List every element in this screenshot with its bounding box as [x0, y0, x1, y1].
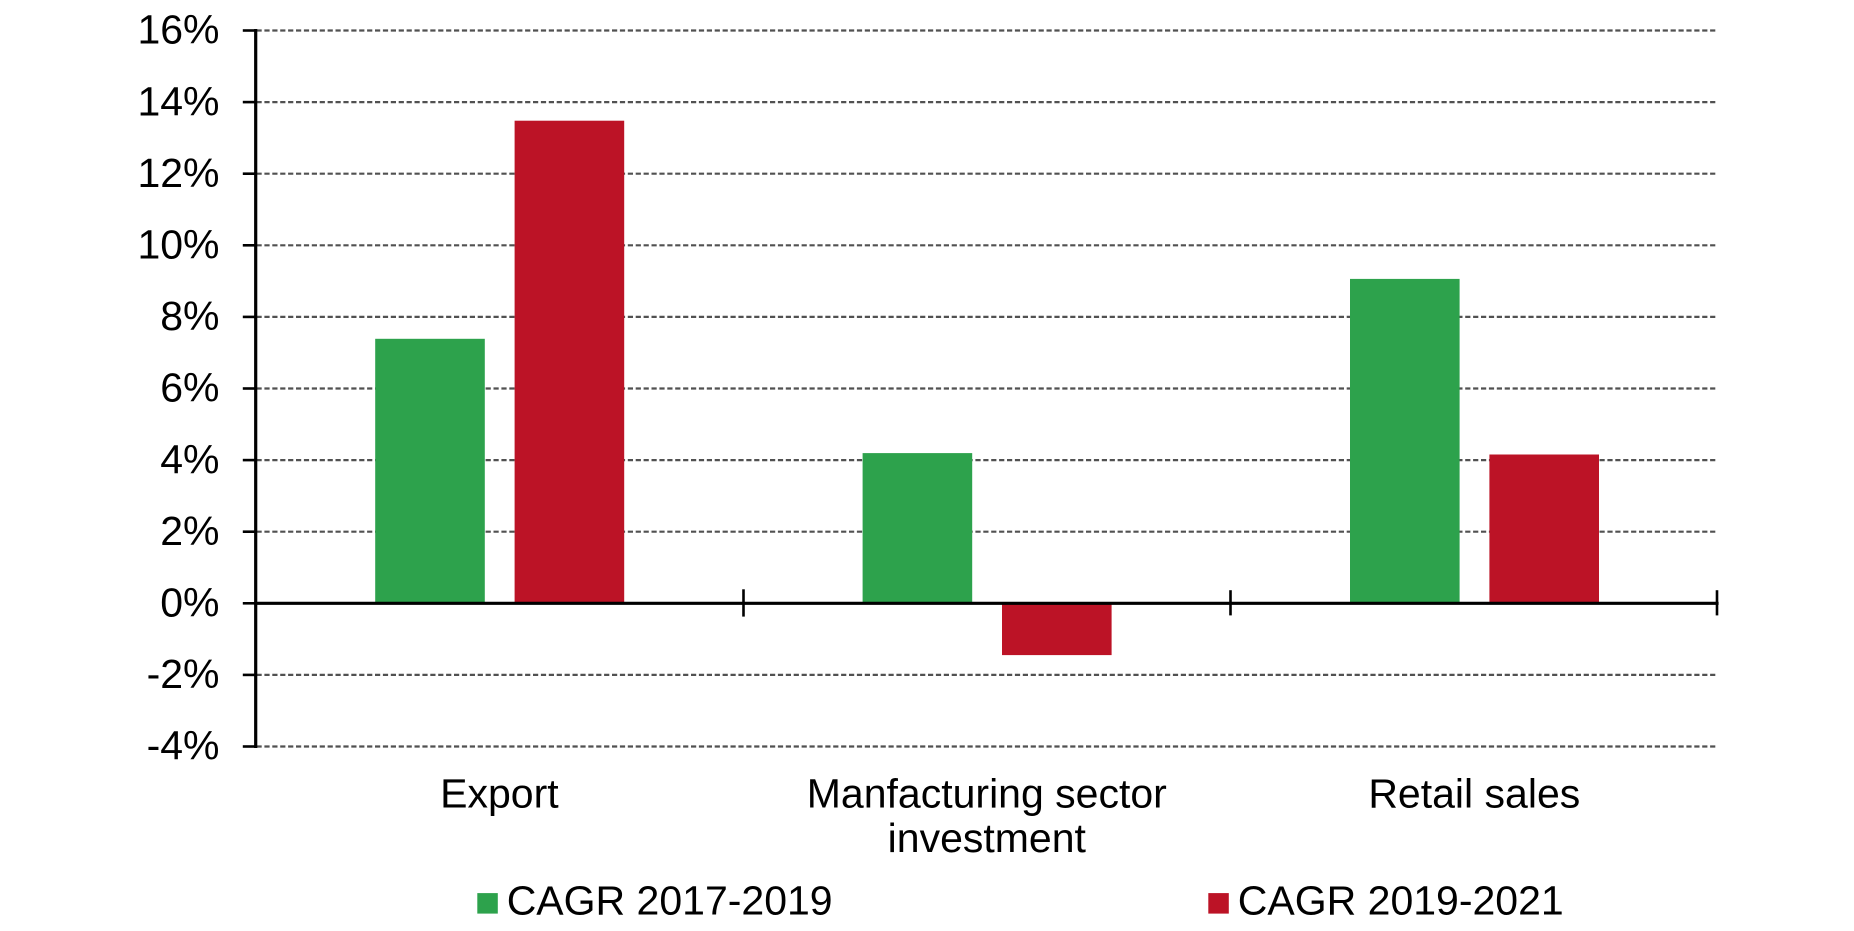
svg-text:investment: investment: [888, 815, 1087, 861]
svg-text:0%: 0%: [160, 580, 219, 626]
svg-text:Manfacturing sector: Manfacturing sector: [807, 771, 1167, 817]
svg-text:4%: 4%: [160, 436, 219, 482]
svg-text:10%: 10%: [137, 222, 219, 268]
svg-text:-2%: -2%: [147, 651, 220, 697]
svg-text:Retail sales: Retail sales: [1368, 771, 1580, 817]
svg-text:Export: Export: [440, 771, 559, 817]
svg-text:8%: 8%: [160, 293, 219, 339]
svg-text:12%: 12%: [137, 150, 219, 196]
svg-text:-4%: -4%: [147, 723, 220, 769]
svg-text:14%: 14%: [137, 78, 219, 124]
svg-text:2%: 2%: [160, 508, 219, 554]
svg-text:6%: 6%: [160, 365, 219, 411]
svg-text:CAGR 2019-2021: CAGR 2019-2021: [1238, 878, 1564, 924]
svg-text:16%: 16%: [137, 7, 219, 53]
svg-text:CAGR 2017-2019: CAGR 2017-2019: [507, 878, 833, 924]
